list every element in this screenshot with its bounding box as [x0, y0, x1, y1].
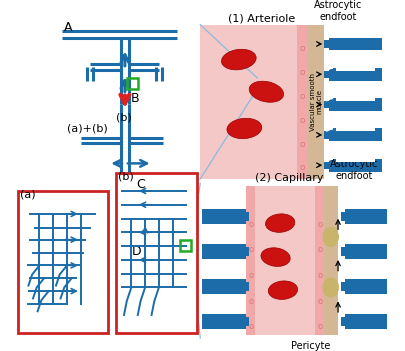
- Bar: [335, 126, 374, 131]
- Bar: [126, 78, 137, 89]
- Text: Pericyte: Pericyte: [290, 341, 329, 351]
- Text: B: B: [130, 92, 139, 105]
- Text: o: o: [316, 297, 322, 306]
- Bar: [245, 186, 255, 335]
- Text: o: o: [316, 323, 322, 331]
- Bar: [200, 25, 305, 179]
- Bar: [202, 314, 245, 329]
- Ellipse shape: [322, 277, 338, 298]
- Bar: [328, 128, 381, 141]
- Text: o: o: [299, 164, 304, 172]
- Bar: [324, 71, 331, 78]
- Text: o: o: [316, 271, 322, 280]
- Text: o: o: [299, 140, 304, 148]
- Ellipse shape: [249, 81, 283, 102]
- Text: A: A: [64, 21, 72, 34]
- Ellipse shape: [268, 281, 297, 299]
- Text: (a): (a): [20, 190, 36, 199]
- Bar: [335, 95, 374, 101]
- Bar: [18, 191, 108, 333]
- Text: (1) Arteriole: (1) Arteriole: [227, 14, 294, 24]
- Bar: [345, 244, 386, 259]
- Text: C: C: [136, 178, 144, 191]
- Text: o: o: [316, 245, 322, 254]
- Text: o: o: [247, 297, 253, 306]
- Bar: [340, 317, 345, 326]
- Text: o: o: [299, 92, 304, 101]
- Bar: [244, 317, 248, 326]
- Text: o: o: [299, 68, 304, 77]
- Bar: [345, 314, 386, 329]
- Bar: [345, 209, 386, 224]
- Ellipse shape: [322, 227, 338, 247]
- Bar: [324, 101, 331, 108]
- Bar: [307, 25, 324, 179]
- Bar: [345, 279, 386, 294]
- Bar: [202, 279, 245, 294]
- Text: o: o: [247, 219, 253, 229]
- Bar: [324, 40, 331, 48]
- Bar: [335, 156, 374, 161]
- Text: (2) Capillary: (2) Capillary: [255, 173, 323, 183]
- Bar: [340, 247, 345, 256]
- Bar: [115, 173, 196, 333]
- Bar: [328, 68, 381, 81]
- Ellipse shape: [226, 118, 261, 139]
- Text: (b): (b): [117, 172, 133, 182]
- Bar: [324, 131, 331, 139]
- Text: o: o: [316, 219, 322, 229]
- Text: o: o: [299, 116, 304, 125]
- Bar: [340, 212, 345, 221]
- Bar: [244, 282, 248, 291]
- Bar: [324, 186, 337, 335]
- Bar: [207, 303, 239, 310]
- Text: (a)+(b): (a)+(b): [67, 123, 107, 133]
- Bar: [314, 186, 324, 335]
- Text: D: D: [131, 245, 141, 258]
- Bar: [207, 268, 239, 276]
- Text: Astrocytic
endfoot: Astrocytic endfoot: [313, 0, 361, 22]
- Text: Astrocytic
endfoot: Astrocytic endfoot: [330, 159, 378, 181]
- Bar: [296, 25, 307, 179]
- Bar: [179, 240, 191, 251]
- Bar: [348, 303, 380, 310]
- Bar: [328, 159, 381, 172]
- Text: o: o: [247, 323, 253, 331]
- Bar: [202, 244, 245, 259]
- Ellipse shape: [221, 49, 256, 70]
- Bar: [348, 233, 380, 240]
- Bar: [328, 98, 381, 111]
- Ellipse shape: [265, 214, 294, 232]
- Bar: [348, 268, 380, 276]
- Bar: [328, 38, 381, 51]
- Bar: [335, 65, 374, 71]
- Bar: [207, 233, 239, 240]
- Bar: [244, 212, 248, 221]
- Text: o: o: [247, 271, 253, 280]
- Bar: [340, 282, 345, 291]
- Text: Vascular smooth
muscle: Vascular smooth muscle: [309, 73, 322, 131]
- Text: (b): (b): [115, 112, 131, 122]
- Text: o: o: [247, 245, 253, 254]
- Bar: [244, 247, 248, 256]
- Ellipse shape: [260, 248, 290, 266]
- Bar: [202, 209, 245, 224]
- Bar: [324, 161, 331, 169]
- Bar: [245, 186, 324, 335]
- Text: o: o: [299, 44, 304, 53]
